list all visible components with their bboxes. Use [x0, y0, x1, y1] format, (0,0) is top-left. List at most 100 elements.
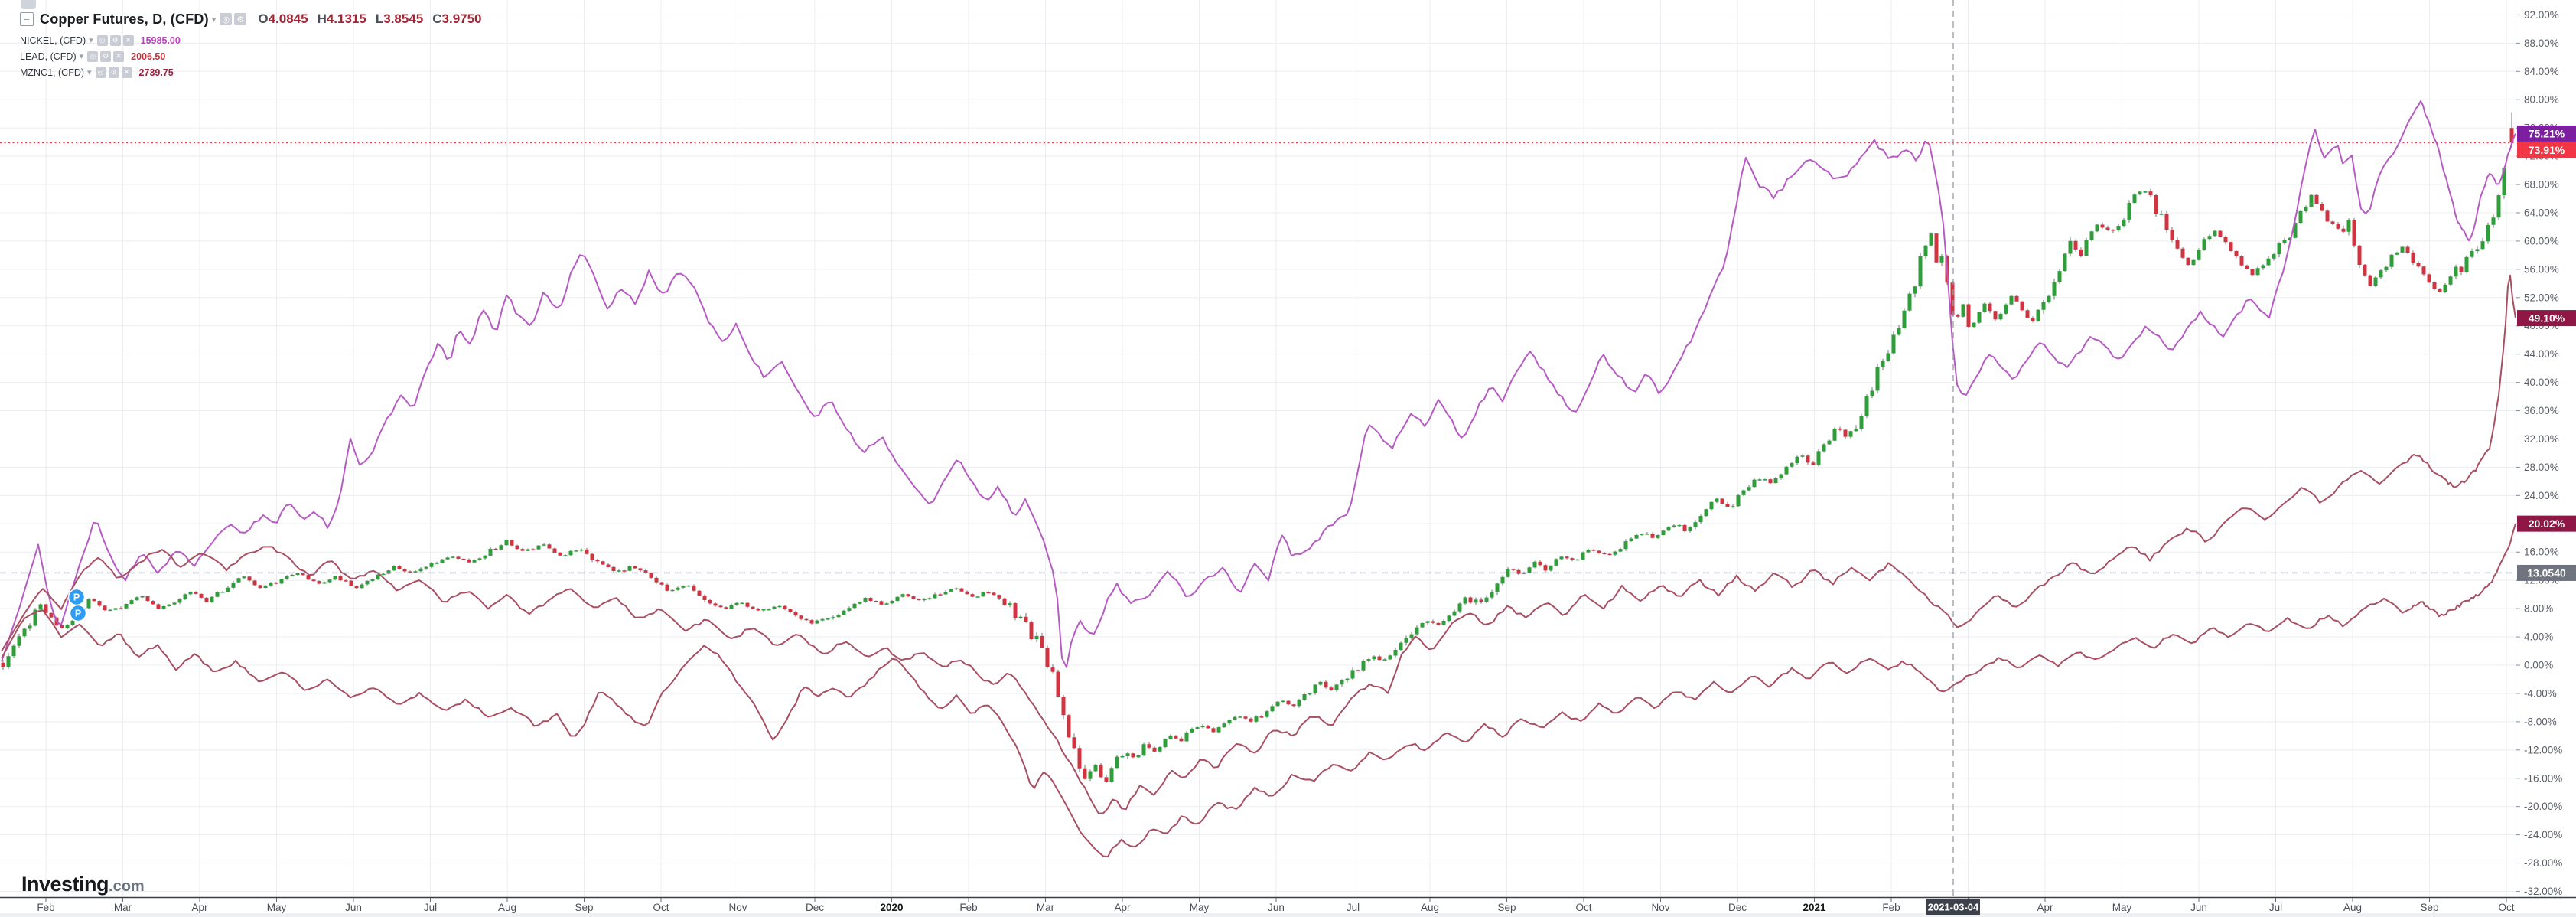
y-tick-label: 28.00%: [2524, 462, 2559, 473]
x-tick-label: Apr: [191, 902, 208, 913]
price-badge-lead: 20.02%: [2517, 515, 2576, 532]
ohlc-key: C: [432, 11, 442, 26]
close-icon[interactable]: ✕: [113, 51, 125, 62]
y-tick-label: 52.00%: [2524, 292, 2559, 303]
x-tick-label: May: [2112, 902, 2132, 913]
y-tick-label: 0.00%: [2524, 660, 2553, 671]
chevron-down-icon[interactable]: ▾: [79, 52, 84, 61]
x-tick-label: Feb: [37, 902, 54, 913]
y-tick-label: 16.00%: [2524, 547, 2559, 558]
svg-text:75.21%: 75.21%: [2529, 127, 2565, 139]
x-tick-label: Dec: [806, 902, 824, 913]
gear-icon[interactable]: ⚙: [234, 13, 247, 25]
y-tick-label: 36.00%: [2524, 405, 2559, 416]
x-tick-label: Jun: [2190, 902, 2207, 913]
svg-text:P: P: [73, 592, 80, 602]
y-tick-label: 4.00%: [2524, 631, 2553, 643]
eye-icon[interactable]: ◎: [95, 67, 106, 78]
svg-text:49.10%: 49.10%: [2529, 312, 2565, 325]
y-tick-label: 8.00%: [2524, 603, 2553, 615]
y-tick-label: 56.00%: [2524, 263, 2559, 275]
x-tick-label: Dec: [1728, 902, 1747, 913]
x-tick-label: 2020: [880, 902, 903, 913]
x-tick-label: Jul: [1347, 902, 1360, 913]
price-badge-mznc1: 49.10%: [2517, 310, 2576, 327]
y-tick-label: -16.00%: [2524, 772, 2562, 784]
gear-icon[interactable]: ⚙: [108, 67, 119, 78]
eye-icon[interactable]: ◎: [220, 13, 233, 25]
x-tick-label: Sep: [2420, 902, 2438, 913]
x-tick-label: May: [267, 902, 287, 913]
legend-overlay-row: LEAD, (CFD) ▾ ◎ ⚙ ✕ 2006.50: [20, 48, 491, 64]
investing-logo: Investing .com: [21, 873, 145, 896]
x-tick-label: Jul: [424, 902, 437, 913]
y-tick-label: 92.00%: [2524, 9, 2559, 21]
eye-icon[interactable]: ◎: [87, 51, 99, 62]
overlay-symbol[interactable]: LEAD, (CFD): [20, 51, 77, 62]
eye-icon[interactable]: ◎: [96, 34, 108, 46]
ohlc-key: L: [375, 11, 384, 26]
grid-layer: [0, 0, 2516, 897]
x-tick-label: Apr: [2037, 902, 2053, 913]
overlay-symbol[interactable]: NICKEL, (CFD): [20, 34, 86, 46]
ohlc-value: 4.0845: [268, 11, 308, 26]
y-tick-label: -8.00%: [2524, 716, 2557, 727]
gear-icon[interactable]: ⚙: [109, 34, 121, 46]
ohlc-key: H: [317, 11, 327, 26]
ohlc-values: O4.0845 H4.1315 L3.8545 C3.9750: [258, 11, 490, 27]
x-tick-label: Mar: [114, 902, 132, 913]
chevron-down-icon[interactable]: ▾: [211, 15, 217, 24]
position-marker[interactable]: P: [69, 604, 87, 622]
time-axis[interactable]: Feb Mar Apr May Jun Jul Aug Sep Oct Nov Dec 2020 Feb…: [37, 898, 2515, 913]
x-tick-label: Sep: [575, 902, 593, 913]
y-tick-label: 84.00%: [2524, 66, 2559, 77]
copper-candles-series: [1, 112, 2514, 783]
chart-panel-handle[interactable]: [21, 0, 36, 9]
legend-overlay-row: NICKEL, (CFD) ▾ ◎ ⚙ ✕ 15985.00: [20, 32, 491, 48]
svg-text:2021-03-04: 2021-03-04: [1928, 902, 1979, 913]
x-tick-label: Jun: [345, 902, 362, 913]
svg-text:13.0540: 13.0540: [2527, 566, 2566, 579]
mznc1-line-series: [1, 274, 2516, 814]
overlay-symbol[interactable]: MZNC1, (CFD): [20, 67, 85, 78]
chevron-down-icon[interactable]: ▾: [89, 36, 93, 45]
lead-line-series: [1, 523, 2516, 858]
x-tick-label: Apr: [1114, 902, 1131, 913]
y-tick-label: 40.00%: [2524, 377, 2559, 388]
x-tick-label: Jun: [1268, 902, 1285, 913]
chevron-down-icon[interactable]: ▾: [87, 68, 92, 77]
svg-text:73.91%: 73.91%: [2529, 144, 2565, 156]
y-tick-label: -28.00%: [2524, 857, 2562, 869]
gear-icon[interactable]: ⚙: [100, 51, 112, 62]
symbol-title[interactable]: Copper Futures, D, (CFD): [40, 11, 209, 27]
y-tick-label: -4.00%: [2524, 687, 2557, 699]
ohlc-value: 4.1315: [326, 11, 366, 26]
x-tick-label: 2021: [1803, 902, 1826, 913]
x-tick-label: Feb: [959, 902, 977, 913]
position-marker[interactable]: P: [67, 588, 86, 606]
overlay-last-value: 2739.75: [138, 67, 174, 78]
close-icon[interactable]: ✕: [122, 34, 134, 46]
x-tick-label: Oct: [653, 902, 669, 913]
legend-collapse-icon[interactable]: −: [20, 12, 34, 26]
y-tick-label: 68.00%: [2524, 179, 2559, 191]
x-tick-label: Nov: [1651, 902, 1669, 913]
price-badge-crosshair: 13.0540: [2517, 564, 2576, 581]
close-icon[interactable]: ✕: [121, 67, 132, 78]
svg-text:20.02%: 20.02%: [2529, 517, 2565, 530]
x-tick-label: May: [1190, 902, 1210, 913]
y-tick-label: 44.00%: [2524, 348, 2559, 360]
x-tick-label: Jul: [2269, 902, 2282, 913]
y-tick-label: -32.00%: [2524, 886, 2562, 897]
overlay-last-value: 2006.50: [131, 51, 166, 62]
y-tick-label: 24.00%: [2524, 490, 2559, 501]
ohlc-value: 3.8545: [383, 11, 424, 26]
x-tick-label: Nov: [728, 902, 747, 913]
legend: − Copper Futures, D, (CFD) ▾ ◎ ⚙ O4.0845…: [20, 8, 491, 80]
y-tick-label: 88.00%: [2524, 38, 2559, 49]
price-badge-nickel: 75.21%: [2517, 125, 2576, 142]
time-scrollbar-strip[interactable]: [0, 913, 2576, 917]
x-tick-label: Oct: [2498, 902, 2514, 913]
